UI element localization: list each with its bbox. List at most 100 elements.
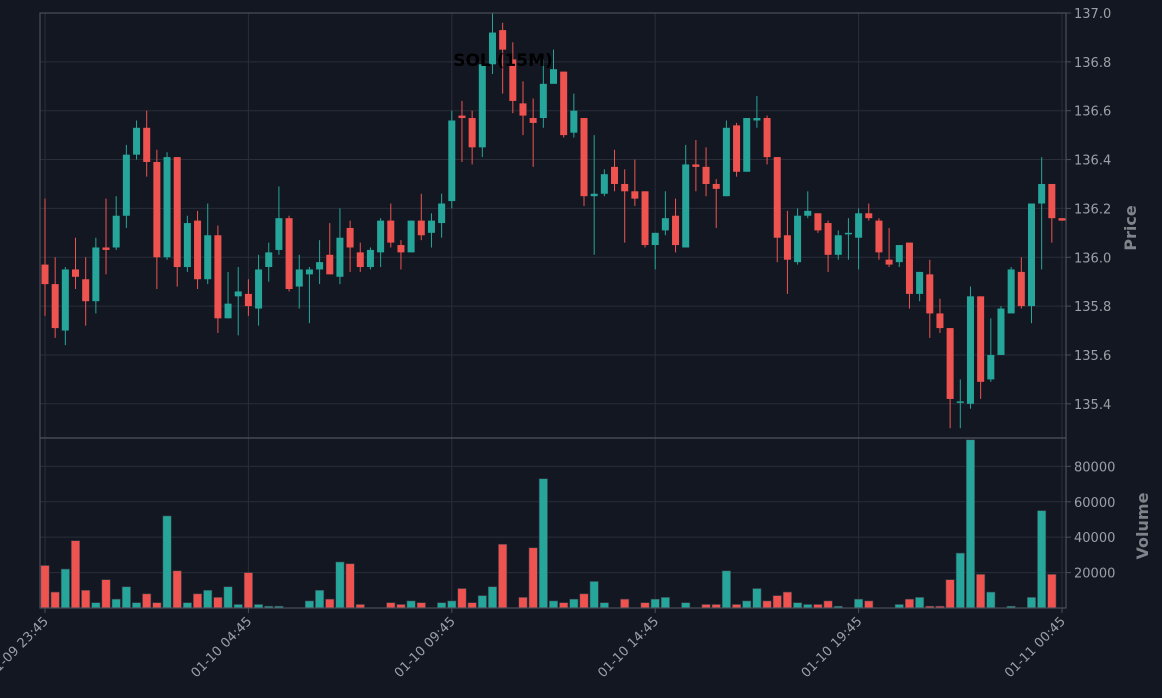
volume-bar-down — [762, 600, 772, 609]
volume-bar-down — [976, 574, 986, 609]
volume-tick-label: 20000 — [1074, 567, 1115, 582]
volume-bar-up — [162, 515, 172, 609]
candle-body-down — [1048, 183, 1056, 219]
candle-body-up — [438, 203, 446, 224]
candle-body-up — [427, 220, 435, 233]
volume-bar-down — [579, 593, 589, 609]
candle-body-up — [794, 215, 802, 263]
volume-bar-up — [569, 598, 579, 609]
volume-bar-down — [782, 591, 792, 609]
candle-body-up — [366, 249, 374, 268]
volume-bar-down — [172, 570, 182, 609]
volume-bar-down — [416, 602, 426, 609]
candle-body-down — [519, 103, 527, 116]
volume-bar-up — [182, 602, 192, 609]
candle-body-up — [122, 154, 130, 216]
candle-body-down — [244, 293, 252, 307]
volume-bar-down — [1047, 574, 1057, 609]
candle-body-up — [997, 308, 1005, 355]
candle-body-down — [977, 296, 985, 382]
candle-body-up — [133, 127, 141, 155]
candle-body-up — [305, 269, 313, 275]
candle-body-up — [987, 354, 995, 380]
volume-bar-down — [620, 598, 630, 609]
candle-body-up — [316, 262, 324, 270]
candle-body-down — [82, 279, 90, 302]
candle-body-up — [336, 237, 344, 277]
volume-bar-up — [752, 588, 762, 609]
candle-body-down — [41, 264, 49, 285]
price-tick-label: 136.8 — [1074, 56, 1111, 71]
candle-body-down — [1017, 271, 1025, 307]
chart-title: SOL (15M) — [453, 51, 553, 71]
volume-bar-down — [71, 540, 81, 609]
candle-body-up — [600, 174, 608, 194]
candle-body-up — [204, 235, 212, 280]
volume-bar-up — [111, 598, 121, 609]
volume-bar-up — [1026, 597, 1036, 609]
volume-bar-down — [101, 579, 111, 609]
candle-body-down — [102, 247, 110, 250]
volume-bar-up — [437, 602, 447, 609]
volume-bar-up — [742, 600, 752, 609]
candle-body-up — [234, 291, 242, 297]
candle-body-up — [550, 69, 557, 84]
volume-bar-down — [386, 602, 396, 609]
candle-body-up — [804, 210, 812, 216]
candle-body-up — [743, 118, 751, 172]
volume-bar-up — [538, 478, 548, 609]
volume-bar-down — [50, 591, 60, 609]
candle-body-down — [72, 269, 80, 277]
candle-body-up — [916, 271, 924, 294]
candle-body-down — [712, 183, 720, 189]
volume-tick-label: 80000 — [1074, 460, 1115, 475]
volume-bar-up — [681, 602, 691, 609]
candle-body-down — [285, 218, 293, 290]
candle-body-down — [458, 115, 466, 119]
volume-bar-down — [498, 543, 508, 609]
candle-body-down — [387, 220, 395, 243]
volume-bar-down — [81, 589, 91, 609]
candle-body-up — [1038, 183, 1046, 204]
candle-body-down — [702, 166, 710, 184]
volume-bar-up — [315, 589, 325, 609]
volume-bar-down — [559, 602, 569, 609]
volume-bar-down — [640, 602, 650, 609]
volume-bar-up — [121, 586, 131, 609]
candle-body-down — [946, 328, 954, 399]
candle-body-down — [417, 220, 425, 236]
candle-body-up — [295, 269, 303, 287]
candle-body-down — [173, 157, 181, 268]
candle-body-down — [356, 252, 364, 268]
volume-bar-up — [60, 568, 70, 609]
candle-body-down — [773, 157, 781, 238]
candle-body-down — [153, 161, 161, 258]
price-tick-label: 135.4 — [1074, 398, 1111, 413]
candle-body-down — [692, 164, 700, 167]
candle-body-up — [753, 118, 761, 121]
volume-bar-up — [660, 597, 670, 609]
volume-bar-down — [142, 593, 152, 609]
volume-bar-up — [955, 552, 965, 609]
candle-body-down — [611, 166, 619, 184]
frame-layer — [39, 12, 1067, 609]
volume-bar-down — [152, 602, 162, 609]
candle-body-up — [407, 220, 415, 253]
price-axis-title: Price — [1121, 205, 1140, 251]
volume-bar-down — [904, 598, 914, 609]
candle-body-down — [214, 235, 222, 319]
volume-tick-label: 40000 — [1074, 531, 1115, 546]
volume-bar-up — [721, 570, 731, 609]
volume-bar-up — [548, 600, 558, 609]
candle-body-down — [194, 220, 202, 280]
candle-body-down — [51, 284, 59, 329]
candle-body-down — [621, 183, 629, 192]
volume-bar-down — [864, 600, 874, 609]
candle-body-up — [834, 235, 842, 255]
candle-layer — [41, 13, 1066, 429]
volume-bar-up — [203, 589, 213, 609]
volume-bar-up — [986, 591, 996, 609]
candle-body-down — [885, 259, 893, 265]
